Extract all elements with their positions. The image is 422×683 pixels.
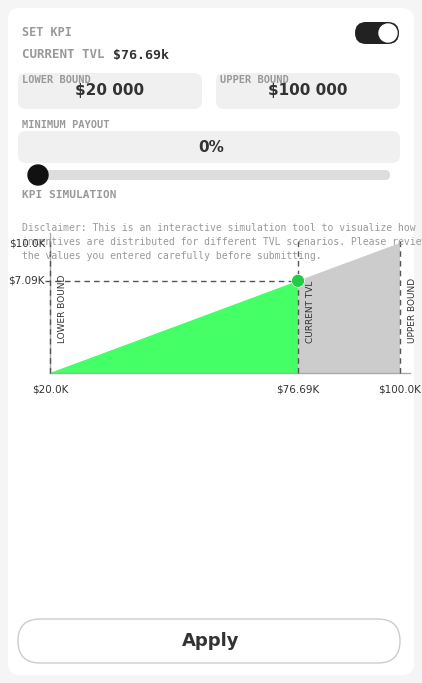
FancyBboxPatch shape (30, 170, 390, 180)
FancyBboxPatch shape (355, 22, 399, 44)
FancyBboxPatch shape (216, 73, 400, 109)
Text: CURRENT TVL: CURRENT TVL (22, 48, 112, 61)
Text: $7.09K: $7.09K (8, 276, 45, 285)
Text: Disclaimer: This is an interactive simulation tool to visualize how
incentives a: Disclaimer: This is an interactive simul… (22, 223, 422, 261)
Circle shape (379, 24, 397, 42)
Text: MINIMUM PAYOUT: MINIMUM PAYOUT (22, 120, 109, 130)
Circle shape (292, 275, 304, 287)
Text: $76.69K: $76.69K (276, 385, 319, 395)
Text: $10.0K: $10.0K (8, 238, 45, 248)
Text: $100.0K: $100.0K (379, 385, 422, 395)
Text: SET KPI: SET KPI (22, 27, 72, 40)
Text: $20.0K: $20.0K (32, 385, 68, 395)
Text: LOWER BOUND: LOWER BOUND (58, 275, 67, 343)
Text: LOWER BOUND: LOWER BOUND (22, 75, 91, 85)
Circle shape (293, 276, 303, 285)
FancyBboxPatch shape (18, 619, 400, 663)
Text: UPPER BOUND: UPPER BOUND (408, 278, 417, 343)
FancyBboxPatch shape (18, 131, 400, 163)
Text: Apply: Apply (182, 632, 240, 650)
Polygon shape (50, 281, 298, 373)
Text: $100 000: $100 000 (268, 83, 348, 98)
Text: 0%: 0% (198, 139, 224, 154)
Text: $76.69k: $76.69k (113, 48, 169, 61)
FancyBboxPatch shape (18, 73, 202, 109)
Text: CURRENT TVL: CURRENT TVL (306, 281, 315, 343)
Text: KPI SIMULATION: KPI SIMULATION (22, 190, 116, 200)
Circle shape (28, 165, 48, 185)
Text: $20 000: $20 000 (76, 83, 145, 98)
Polygon shape (298, 243, 400, 373)
FancyBboxPatch shape (8, 8, 414, 675)
Text: UPPER BOUND: UPPER BOUND (220, 75, 289, 85)
